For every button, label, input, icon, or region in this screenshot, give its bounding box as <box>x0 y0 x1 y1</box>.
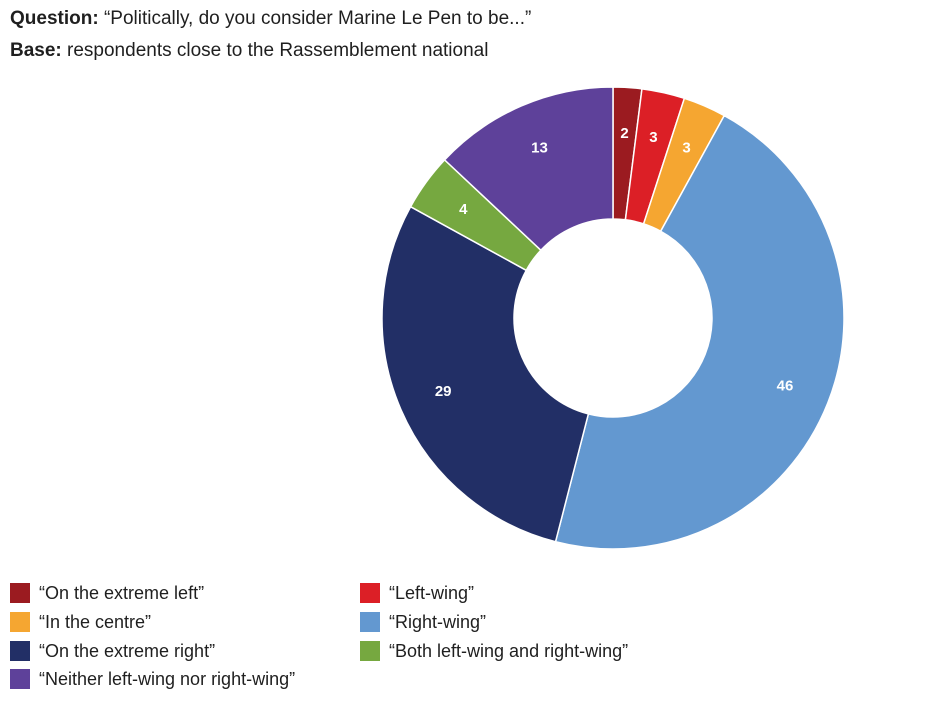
slice-value-label: 4 <box>459 201 468 218</box>
base-label: Base: <box>10 40 62 61</box>
base-line: Base: respondents close to the Rassemble… <box>10 39 488 63</box>
donut-slice-labels: 2 3 3 46 29 4 13 <box>435 125 793 400</box>
donut-slice-neither-left-wing-nor-right-wing <box>443 86 614 252</box>
question-label: Question: <box>10 8 99 29</box>
question-text: “Politically, do you consider Marine Le … <box>103 8 532 29</box>
slice-value-label: 2 <box>620 125 628 142</box>
slice-value-label: 13 <box>531 140 548 157</box>
slice-value-label: 46 <box>777 378 794 395</box>
donut-slice-right-wing <box>554 114 845 550</box>
base-text: respondents close to the Rassemblement n… <box>67 40 489 61</box>
slice-value-label: 3 <box>649 129 657 146</box>
slice-value-label: 29 <box>435 383 452 400</box>
donut-slice-on-the-extreme-right <box>381 205 590 543</box>
slice-value-label: 3 <box>682 140 690 157</box>
donut-slices <box>381 86 845 550</box>
question-line: Question: “Politically, do you consider … <box>10 7 531 31</box>
